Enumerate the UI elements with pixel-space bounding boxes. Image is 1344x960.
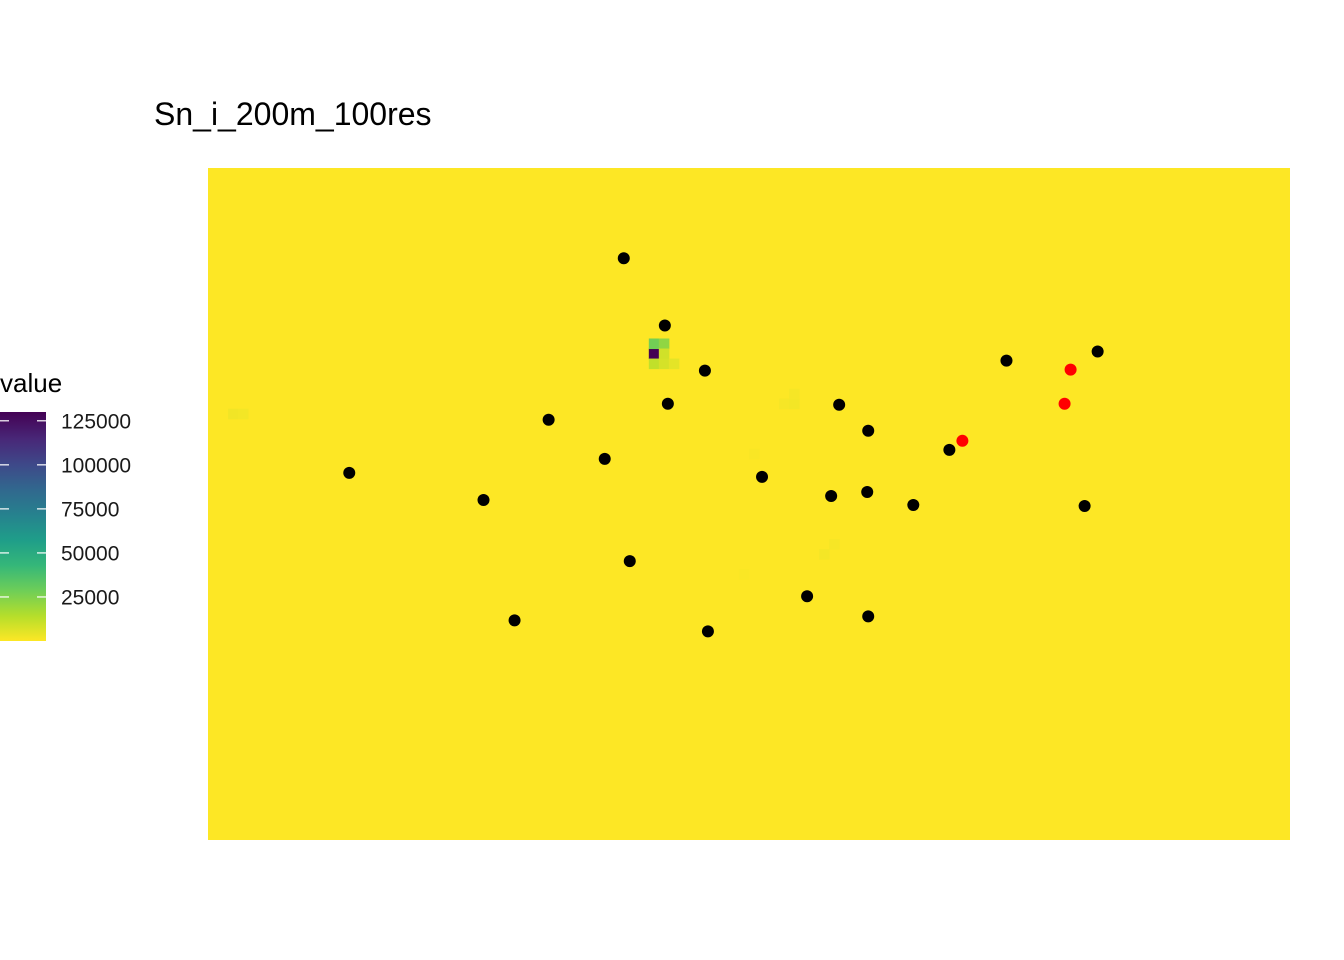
raster-cell-9 xyxy=(779,398,790,410)
point-black-16 xyxy=(1091,345,1104,358)
raster-cell-10 xyxy=(789,398,800,410)
legend-label-0: 25000 xyxy=(61,586,119,609)
legend-label-2: 75000 xyxy=(61,498,119,521)
point-black-19 xyxy=(508,614,521,627)
raster-cell-5 xyxy=(658,358,670,370)
point-red-1 xyxy=(1058,397,1071,410)
point-black-18 xyxy=(623,555,636,568)
point-black-9 xyxy=(833,398,846,411)
point-black-14 xyxy=(943,443,956,456)
point-black-12 xyxy=(861,485,874,498)
point-black-5 xyxy=(598,452,611,465)
raster-cell-3 xyxy=(658,348,670,360)
point-black-17 xyxy=(1078,500,1091,513)
point-black-10 xyxy=(862,424,875,437)
legend: value 25000 50000 75000 100000 125000 xyxy=(0,368,131,641)
legend-label-4: 125000 xyxy=(61,410,131,433)
point-black-0 xyxy=(617,252,630,265)
legend-label-3: 100000 xyxy=(61,454,131,477)
raster-cell-15 xyxy=(738,569,750,580)
point-black-3 xyxy=(661,397,674,410)
legend-colorbar xyxy=(0,412,46,641)
chart-title: Sn_i_200m_100res xyxy=(154,96,432,132)
raster-cell-14 xyxy=(829,539,840,550)
point-black-8 xyxy=(756,470,769,483)
raster-cell-1 xyxy=(648,338,660,350)
point-black-20 xyxy=(701,625,714,638)
point-black-2 xyxy=(698,364,711,377)
legend-title: value xyxy=(0,368,62,398)
raster-background xyxy=(208,168,1290,840)
raster-cells xyxy=(228,338,840,580)
point-black-4 xyxy=(542,413,555,426)
map-panel xyxy=(208,168,1290,840)
points-layer xyxy=(343,252,1104,638)
legend-label-1: 50000 xyxy=(61,542,119,565)
raster-cell-8 xyxy=(238,408,249,420)
raster-cell-11 xyxy=(789,388,800,400)
raster-cell-6 xyxy=(668,358,680,370)
point-black-6 xyxy=(343,466,356,479)
point-black-21 xyxy=(801,590,814,603)
point-black-7 xyxy=(477,493,490,506)
raster-cell-4 xyxy=(648,358,660,370)
raster-cell-2 xyxy=(658,338,670,350)
point-red-2 xyxy=(1064,363,1077,376)
point-black-11 xyxy=(825,489,838,502)
raster-cell-12 xyxy=(749,448,760,460)
point-black-15 xyxy=(1000,354,1013,367)
point-black-13 xyxy=(907,499,920,512)
raster-cell-7 xyxy=(228,408,239,420)
point-red-0 xyxy=(956,434,969,447)
legend-ticks: 25000 50000 75000 100000 125000 xyxy=(0,410,131,609)
raster-cell-0 xyxy=(648,348,660,360)
point-black-1 xyxy=(658,319,671,332)
raster-cell-13 xyxy=(819,549,830,560)
point-black-22 xyxy=(862,610,875,623)
